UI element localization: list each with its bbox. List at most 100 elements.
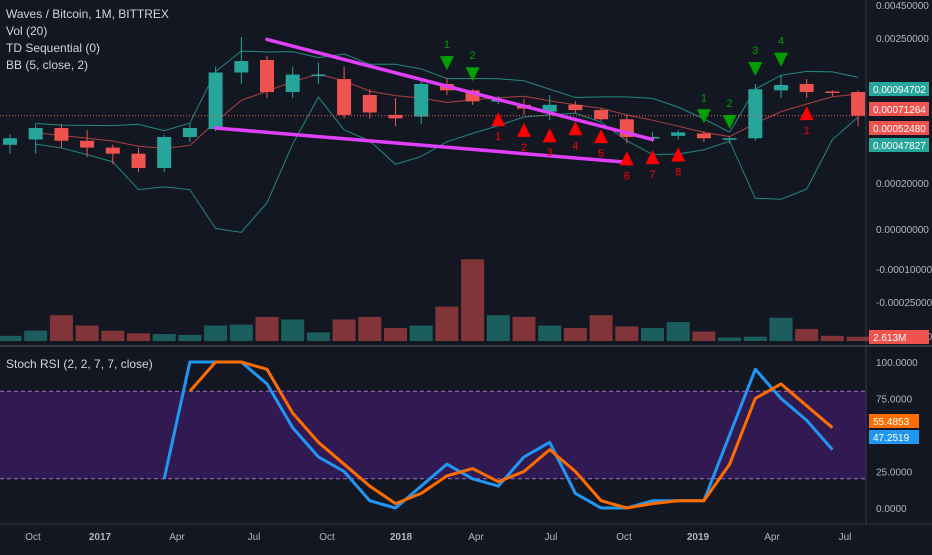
candle-body <box>722 138 737 140</box>
volume-bar <box>332 319 356 341</box>
candle-body <box>208 72 223 130</box>
td-sell-count: 2 <box>470 50 476 62</box>
candle-body <box>671 132 686 136</box>
time-tick-label: Apr <box>468 532 484 543</box>
rsi-value-box <box>869 430 919 444</box>
candle-body <box>131 153 146 168</box>
td-sell-arrow <box>748 61 763 76</box>
volume-bar <box>101 330 125 341</box>
time-tick-label: 2017 <box>89 532 112 543</box>
td-sell-arrow <box>465 67 480 82</box>
price-label: 0.00052480 <box>873 124 926 135</box>
volume-bar <box>846 336 870 341</box>
time-tick-label: Oct <box>616 532 632 543</box>
bb-basis-line <box>35 73 859 149</box>
rsi-tick-label: 25.0000 <box>876 468 913 479</box>
rsi-band <box>0 391 866 479</box>
price-label-box <box>869 121 929 135</box>
rsi-value-label: 47.2519 <box>873 433 910 444</box>
price-label: 0.00094702 <box>873 85 926 96</box>
td-sell-count: 4 <box>778 36 784 48</box>
volume-bar <box>281 319 305 341</box>
stoch-rsi-legend[interactable]: Stoch RSI (2, 2, 7, 7, close) <box>6 357 153 371</box>
price-tick-label: 0.00450000 <box>876 1 929 12</box>
volume-bar <box>795 328 819 341</box>
volume-bar <box>692 331 716 341</box>
time-tick-label: Apr <box>764 532 780 543</box>
candle-body <box>337 79 352 115</box>
volume-bar <box>152 334 176 341</box>
price-tick-label: 0.00250000 <box>876 34 929 45</box>
volume-bar <box>24 330 48 341</box>
stoch-k-line <box>162 360 834 510</box>
volume-bar <box>538 325 562 341</box>
price-label-box <box>869 82 929 96</box>
candle-body <box>182 128 197 138</box>
td-buy-arrow <box>619 151 634 166</box>
td-buy-arrow <box>594 129 609 144</box>
td-sell-arrow <box>722 115 737 130</box>
candle-body <box>260 60 274 93</box>
time-tick-label: Oct <box>25 532 41 543</box>
td-buy-count: 1 <box>495 131 501 143</box>
rsi-tick-label: 100.0000 <box>876 358 918 369</box>
stoch-d-line <box>188 360 834 510</box>
candle-body <box>105 147 120 154</box>
td-buy-arrow <box>645 150 660 165</box>
td-buy-count: 4 <box>572 140 578 152</box>
volume-bar <box>589 315 613 341</box>
volume-bar <box>512 316 536 341</box>
candle-body <box>285 74 300 93</box>
volume-bar <box>820 335 844 341</box>
symbol-title[interactable]: Waves / Bitcoin, 1M, BITTREX <box>6 7 169 21</box>
candle-body <box>465 90 480 102</box>
td-buy-count: 6 <box>624 170 630 182</box>
price-tick-label: -0.00010000 <box>876 265 932 276</box>
trendline <box>213 126 629 164</box>
volume-bar <box>75 325 99 341</box>
volume-bar <box>49 315 73 341</box>
candle-body <box>28 128 43 140</box>
time-tick-label: Oct <box>319 532 335 543</box>
volume-bar <box>127 333 150 341</box>
main-legend: Waves / Bitcoin, 1M, BITTREX Vol (20) TD… <box>6 6 169 74</box>
volume-bar <box>306 332 330 341</box>
candle-body <box>311 74 326 77</box>
candle-body <box>3 138 17 145</box>
vol-indicator-label[interactable]: Vol (20) <box>6 24 48 38</box>
price-label-box <box>869 102 929 116</box>
rsi-value-box <box>869 414 919 428</box>
volume-bar <box>384 328 407 341</box>
candle-body <box>80 140 95 148</box>
volume-bar <box>666 322 690 341</box>
td-sell-count: 2 <box>727 98 733 110</box>
volume-bar <box>358 316 382 341</box>
volume-bar <box>255 316 279 341</box>
td-sell-count: 1 <box>701 92 707 104</box>
candle-body <box>748 89 763 139</box>
candle-body <box>414 83 429 117</box>
candle-body <box>774 84 788 91</box>
time-tick-label: Jul <box>839 532 852 543</box>
bb-indicator-label[interactable]: BB (5, close, 2) <box>6 58 89 72</box>
td-buy-arrow <box>517 122 531 137</box>
candle-body <box>851 92 866 116</box>
rsi-value-label: 55.4853 <box>873 417 910 428</box>
td-sell-count: 1 <box>444 39 450 51</box>
td-buy-arrow <box>671 147 686 162</box>
td-buy-arrow <box>799 106 814 121</box>
time-tick-label: Jul <box>545 532 558 543</box>
volume-bar <box>204 325 228 341</box>
trendline <box>265 37 655 142</box>
candle-body <box>388 114 403 119</box>
volume-bar <box>0 335 22 341</box>
candle-body <box>825 91 840 93</box>
td-sell-arrow <box>439 56 454 71</box>
td-indicator-label[interactable]: TD Sequential (0) <box>6 41 101 55</box>
volume-bar <box>718 337 742 341</box>
candle-body <box>542 104 557 112</box>
volume-bar <box>461 259 485 341</box>
price-tick-label: 0.00020000 <box>876 179 929 190</box>
rsi-tick-label: 0.0000 <box>876 504 907 515</box>
